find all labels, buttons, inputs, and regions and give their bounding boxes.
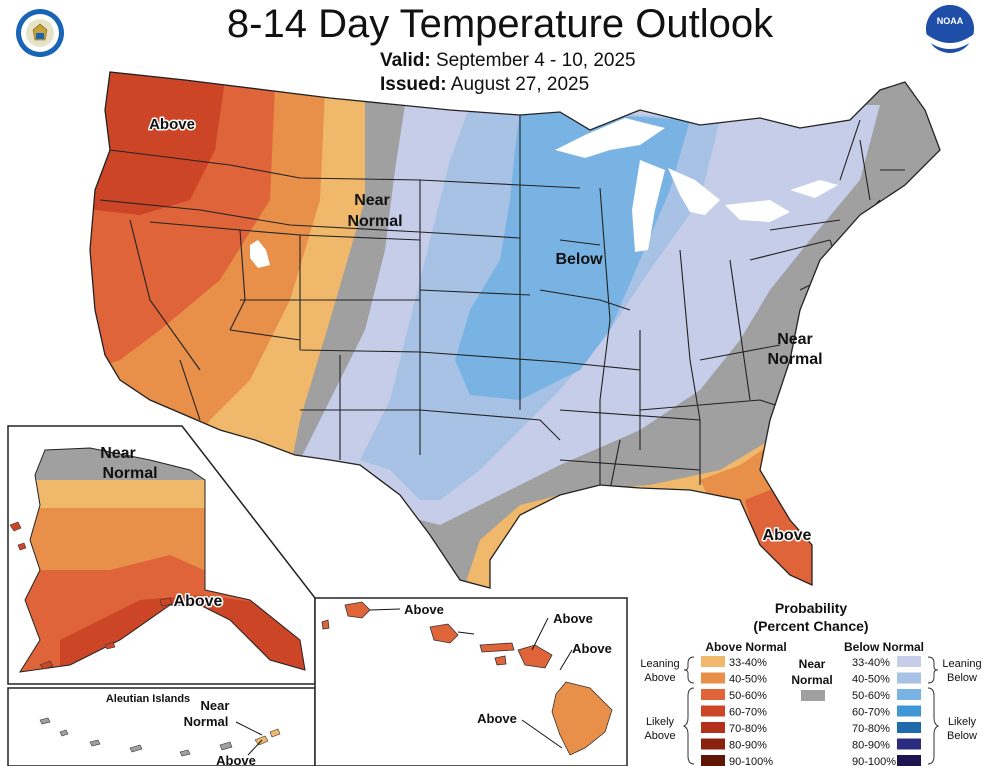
- hawaii-niihau: [321, 619, 330, 630]
- hawaii-inset: Above Above Above Above: [314, 597, 628, 766]
- legend-leaning-below-1: Leaning: [942, 658, 981, 670]
- legend-likely-above-2: Above: [644, 730, 675, 742]
- legend-below-header: Below Normal: [844, 640, 924, 654]
- label-conus-north-central-1: Near: [354, 192, 390, 209]
- legend-below-label-1: 40-50%: [852, 674, 890, 686]
- valid-label: Valid:: [380, 50, 431, 71]
- legend-title-1: Probability: [775, 600, 848, 616]
- legend-above-swatch-2: [701, 689, 725, 700]
- legend-below-label-2: 50-60%: [852, 690, 890, 702]
- legend-below-swatch-2: [897, 689, 921, 700]
- legend: Probability (Percent Chance) Above Norma…: [640, 600, 982, 766]
- valid-line: Valid: September 4 - 10, 2025: [380, 50, 636, 72]
- legend-below-label-5: 80-90%: [852, 740, 890, 752]
- label-conus-east-2: Normal: [767, 351, 822, 368]
- issued-line: Issued: August 27, 2025: [380, 74, 589, 96]
- page-title: 8-14 Day Temperature Outlook: [226, 2, 774, 46]
- hawaii-big-island: [551, 681, 613, 756]
- legend-below-swatch-4: [897, 722, 921, 733]
- label-conus-florida: Above: [763, 527, 812, 544]
- legend-above-swatch-6: [701, 755, 725, 766]
- hawaii-molokai: [479, 642, 515, 653]
- legend-above-swatch-4: [701, 722, 725, 733]
- legend-likely-above-1: Likely: [646, 716, 675, 728]
- label-alaska-north-1: Near: [100, 445, 136, 462]
- label-hawaii-kauai: Above: [404, 602, 444, 617]
- label-hawaii-oahu: Above: [553, 611, 593, 626]
- label-aleutian-near-2: Normal: [184, 714, 229, 729]
- label-aleutian-near-1: Near: [201, 698, 230, 713]
- great-lakes: [555, 118, 838, 252]
- legend-above-label-1: 40-50%: [729, 674, 767, 686]
- issued-label: Issued:: [380, 74, 447, 95]
- legend-above-label-6: 90-100%: [729, 756, 773, 766]
- legend-above-swatch-3: [701, 705, 725, 717]
- label-hawaii-big-island: Above: [477, 711, 517, 726]
- label-conus-northwest: Above: [149, 116, 195, 133]
- legend-leaning-below-2: Below: [947, 672, 977, 684]
- alaska-inset: Near Normal Above: [7, 425, 316, 685]
- legend-likely-below-2: Below: [947, 730, 977, 742]
- legend-likely-below-1: Likely: [948, 716, 977, 728]
- great-salt-lake: [250, 240, 270, 268]
- legend-above-swatch-1: [701, 672, 725, 684]
- legend-below-rows: 33-40% 40-50% 50-60% 60-70% 70-80% 80-90% 90-1…: [852, 656, 921, 766]
- commerce-seal-icon: [16, 9, 64, 57]
- legend-leaning-above-2: Above: [644, 672, 675, 684]
- legend-above-label-4: 70-80%: [729, 723, 767, 735]
- legend-below-swatch-6: [897, 755, 921, 766]
- legend-above-label-5: 80-90%: [729, 740, 767, 752]
- aleutian-inset: Aleutian Islands Near Normal Above: [7, 687, 316, 766]
- legend-below-swatch-5: [897, 738, 921, 750]
- legend-near-1: Near: [799, 657, 826, 671]
- legend-below-swatch-1: [897, 672, 921, 684]
- label-aleutian-title: Aleutian Islands: [106, 693, 190, 705]
- legend-near-2: Normal: [791, 673, 832, 687]
- legend-below-label-6: 90-100%: [852, 756, 896, 766]
- hawaii-maui: [517, 644, 553, 669]
- alaska-islands: [9, 521, 173, 670]
- svg-text:NOAA: NOAA: [937, 16, 964, 26]
- legend-below-swatch-3: [897, 705, 921, 717]
- legend-title-2: (Percent Chance): [753, 618, 868, 634]
- legend-below-label-3: 60-70%: [852, 707, 890, 719]
- aleutian-islands: [39, 717, 233, 757]
- label-conus-midwest: Below: [555, 251, 603, 268]
- label-alaska-north-2: Normal: [102, 465, 157, 482]
- hawaii-oahu: [429, 623, 459, 644]
- noaa-logo-icon: NOAA: [926, 5, 974, 53]
- legend-below-swatch-0: [897, 656, 921, 667]
- legend-near-swatch: [801, 690, 825, 701]
- legend-above-label-2: 50-60%: [729, 690, 767, 702]
- conus-outline: [89, 71, 941, 589]
- hawaii-kauai: [344, 601, 371, 619]
- below-50-central: [455, 110, 690, 400]
- legend-braces: [682, 656, 940, 765]
- label-alaska-south: Above: [174, 593, 223, 610]
- label-hawaii-maui: Above: [572, 641, 612, 656]
- legend-above-header: Above Normal: [705, 640, 786, 654]
- label-conus-east-1: Near: [777, 331, 813, 348]
- legend-above-rows: 33-40% 40-50% 50-60% 60-70% 70-80% 80-90% 90-1…: [701, 656, 773, 766]
- legend-below-label-4: 70-80%: [852, 723, 890, 735]
- legend-leaning-above-1: Leaning: [640, 658, 679, 670]
- legend-above-label-3: 60-70%: [729, 707, 767, 719]
- legend-below-label-0: 33-40%: [852, 657, 890, 669]
- legend-above-swatch-0: [701, 656, 725, 667]
- issued-value: August 27, 2025: [450, 74, 590, 95]
- hawaii-lanai: [494, 655, 507, 666]
- alaska-outline: [19, 447, 306, 673]
- label-aleutian-above: Above: [216, 753, 256, 766]
- legend-above-label-0: 33-40%: [729, 657, 767, 669]
- label-conus-north-central-2: Normal: [347, 213, 402, 230]
- valid-value: September 4 - 10, 2025: [435, 50, 636, 71]
- legend-above-swatch-5: [701, 738, 725, 750]
